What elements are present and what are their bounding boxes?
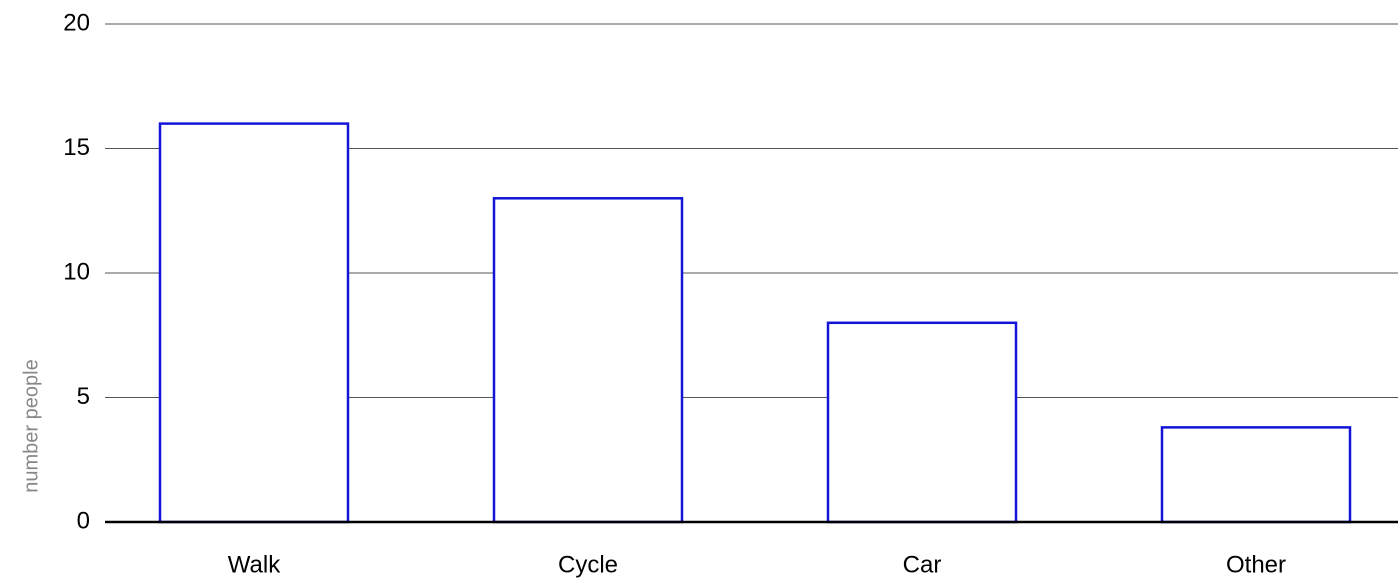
bar — [492, 197, 684, 524]
y-axis-label: number people — [20, 359, 42, 492]
x-tick-label: Walk — [228, 551, 281, 578]
y-tick-label: 0 — [77, 507, 90, 534]
x-tick-label: Car — [903, 551, 942, 578]
x-tick-label: Cycle — [558, 551, 618, 578]
y-tick-label: 20 — [63, 9, 90, 36]
y-tick-label: 10 — [63, 258, 90, 285]
bar — [826, 321, 1018, 524]
x-tick-label: Other — [1226, 551, 1286, 578]
y-tick-label: 15 — [63, 134, 90, 161]
bar — [158, 122, 350, 524]
bar — [1160, 426, 1352, 524]
y-tick-label: 5 — [77, 383, 90, 410]
